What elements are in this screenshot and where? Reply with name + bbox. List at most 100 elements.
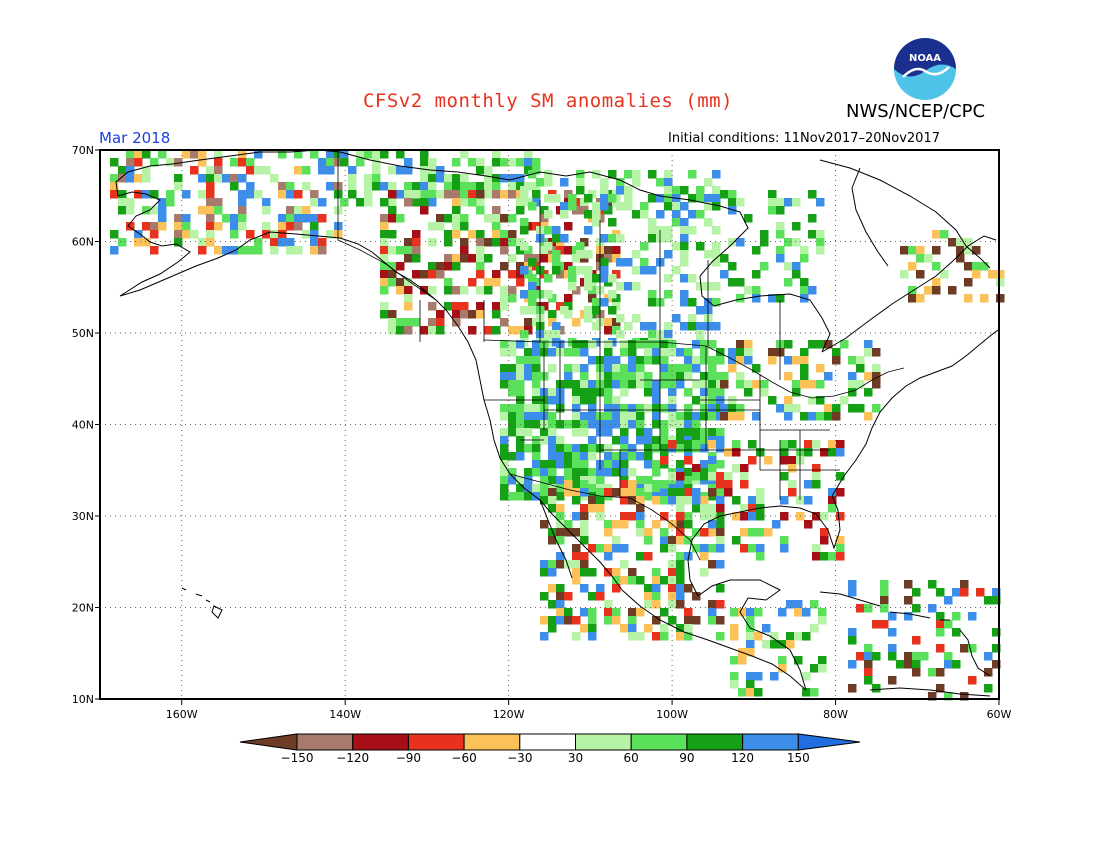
anomaly-cell	[294, 166, 303, 175]
anomaly-cell	[528, 290, 537, 299]
anomaly-cell	[736, 238, 745, 247]
anomaly-cell	[760, 230, 769, 239]
anomaly-cell	[712, 242, 721, 251]
anomaly-cell	[608, 306, 617, 315]
anomaly-cell	[476, 166, 485, 175]
anomaly-cell	[768, 190, 777, 199]
anomaly-cell	[532, 420, 541, 429]
anomaly-cell	[524, 348, 533, 357]
anomaly-cell	[532, 262, 541, 271]
anomaly-cell	[656, 194, 665, 203]
anomaly-cell	[500, 492, 509, 501]
anomaly-cell	[528, 306, 537, 315]
anomaly-cell	[804, 448, 813, 457]
anomaly-cell	[556, 520, 565, 529]
anomaly-cell	[632, 266, 641, 275]
anomaly-cell	[948, 286, 957, 295]
anomaly-cell	[484, 238, 493, 247]
anomaly-cell	[404, 326, 413, 335]
anomaly-cell	[604, 460, 613, 469]
anomaly-cell	[548, 294, 557, 303]
anomaly-cell	[436, 166, 445, 175]
anomaly-cell	[716, 388, 725, 397]
anomaly-cell	[548, 584, 557, 593]
anomaly-cell	[380, 230, 389, 239]
anomaly-cell	[800, 412, 809, 421]
anomaly-cell	[604, 412, 613, 421]
anomaly-cell	[388, 318, 397, 327]
anomaly-cell	[720, 404, 729, 413]
anomaly-cell	[960, 588, 969, 597]
anomaly-cell	[548, 436, 557, 445]
anomaly-cell	[778, 640, 787, 649]
anomaly-cell	[676, 412, 685, 421]
anomaly-cell	[444, 238, 453, 247]
anomaly-cell	[222, 246, 231, 255]
anomaly-cell	[628, 608, 637, 617]
anomaly-cell	[404, 302, 413, 311]
anomaly-cell	[668, 496, 677, 505]
anomaly-cell	[126, 166, 135, 175]
anomaly-cell	[596, 388, 605, 397]
anomaly-cell	[812, 552, 821, 561]
anomaly-cell	[738, 648, 747, 657]
anomaly-cell	[532, 404, 541, 413]
anomaly-cell	[476, 254, 485, 263]
anomaly-cell	[380, 246, 389, 255]
anomaly-cell	[580, 624, 589, 633]
anomaly-cell	[556, 302, 565, 311]
anomaly-cell	[816, 340, 825, 349]
anomaly-cell	[848, 356, 857, 365]
organization-label: NWS/NCEP/CPC	[846, 101, 986, 122]
anomaly-cell	[644, 404, 653, 413]
anomaly-cell	[800, 254, 809, 263]
map-title: CFSv2 monthly SM anomalies (mm)	[362, 90, 734, 112]
anomaly-cell	[644, 436, 653, 445]
anomaly-cell	[270, 238, 279, 247]
anomaly-cell	[644, 444, 653, 453]
anomaly-cell	[818, 664, 827, 673]
anomaly-cell	[664, 290, 673, 299]
anomaly-cell	[380, 238, 389, 247]
anomaly-cell	[704, 314, 713, 323]
anomaly-cell	[756, 448, 765, 457]
anomaly-cell	[278, 222, 287, 231]
anomaly-cell	[808, 190, 817, 199]
anomaly-cell	[246, 190, 255, 199]
anomaly-cell	[784, 340, 793, 349]
anomaly-cell	[728, 356, 737, 365]
anomaly-cell	[580, 444, 589, 453]
anomaly-cell	[672, 314, 681, 323]
anomaly-cell	[816, 380, 825, 389]
anomaly-cell	[636, 452, 645, 461]
anomaly-cell	[604, 364, 613, 373]
lon-label: 120W	[493, 708, 525, 721]
anomaly-cell	[380, 310, 389, 319]
anomaly-cell	[564, 348, 573, 357]
anomaly-cell	[660, 460, 669, 469]
anomaly-cell	[150, 222, 159, 231]
anomaly-cell	[816, 246, 825, 255]
anomaly-cell	[810, 664, 819, 673]
anomaly-cell	[238, 222, 247, 231]
anomaly-cell	[980, 294, 989, 303]
anomaly-cell	[286, 190, 295, 199]
anomaly-cell	[728, 396, 737, 405]
anomaly-cell	[620, 480, 629, 489]
grid-lines	[100, 150, 999, 699]
anomaly-cell	[580, 460, 589, 469]
anomaly-cell	[334, 150, 343, 159]
anomaly-cell	[246, 182, 255, 191]
anomaly-cell	[608, 194, 617, 203]
anomaly-cell	[664, 322, 673, 331]
anomaly-cell	[572, 380, 581, 389]
anomaly-cell	[588, 396, 597, 405]
anomaly-cell	[636, 576, 645, 585]
anomaly-cell	[544, 242, 553, 251]
anomaly-cell	[652, 388, 661, 397]
anomaly-cell	[808, 286, 817, 295]
anomaly-cell	[680, 186, 689, 195]
anomaly-cell	[214, 166, 223, 175]
anomaly-cell	[572, 246, 581, 255]
colorbar-segment	[742, 733, 799, 751]
